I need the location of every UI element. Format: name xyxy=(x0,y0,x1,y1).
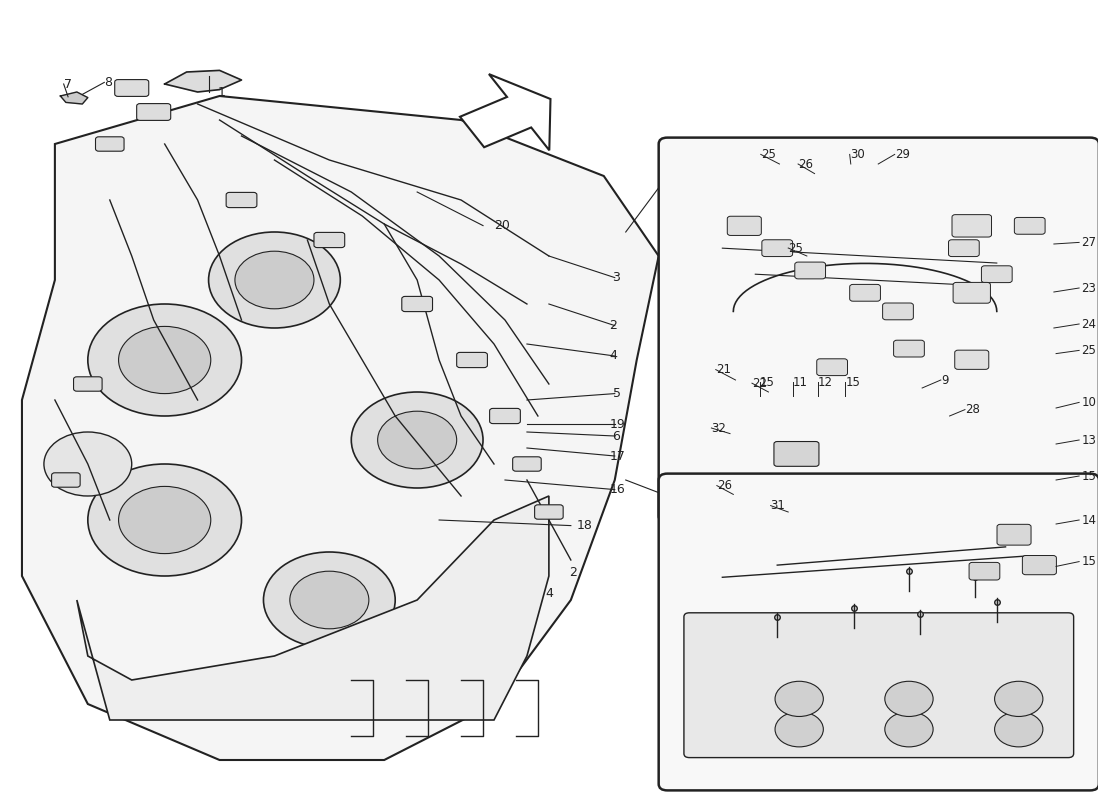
Text: 26: 26 xyxy=(799,158,813,170)
Text: 14: 14 xyxy=(1081,514,1097,526)
Text: 22: 22 xyxy=(752,377,767,390)
Circle shape xyxy=(119,486,211,554)
Text: 31: 31 xyxy=(771,499,785,512)
Text: 16: 16 xyxy=(609,483,625,496)
FancyBboxPatch shape xyxy=(314,232,344,248)
FancyBboxPatch shape xyxy=(513,457,541,471)
Text: 10: 10 xyxy=(1081,396,1097,409)
FancyBboxPatch shape xyxy=(969,562,1000,580)
FancyBboxPatch shape xyxy=(762,240,793,257)
FancyBboxPatch shape xyxy=(952,214,991,237)
FancyBboxPatch shape xyxy=(96,137,124,151)
Text: 5: 5 xyxy=(613,387,620,400)
Text: 25: 25 xyxy=(761,148,776,161)
FancyBboxPatch shape xyxy=(955,350,989,370)
Text: 24: 24 xyxy=(1081,318,1097,330)
Text: 21: 21 xyxy=(716,363,730,376)
Text: 25: 25 xyxy=(1081,344,1097,357)
FancyBboxPatch shape xyxy=(490,408,520,424)
Polygon shape xyxy=(994,148,1062,198)
Circle shape xyxy=(994,712,1043,747)
Circle shape xyxy=(776,682,823,717)
FancyBboxPatch shape xyxy=(948,240,979,257)
Circle shape xyxy=(119,326,211,394)
Text: 26: 26 xyxy=(717,479,732,492)
FancyBboxPatch shape xyxy=(1022,555,1056,574)
Text: 29: 29 xyxy=(894,148,910,161)
FancyBboxPatch shape xyxy=(114,79,148,96)
Circle shape xyxy=(88,464,242,576)
FancyBboxPatch shape xyxy=(74,377,102,391)
Circle shape xyxy=(88,304,242,416)
Polygon shape xyxy=(22,96,659,760)
Text: 3: 3 xyxy=(613,271,620,284)
Circle shape xyxy=(289,571,368,629)
FancyBboxPatch shape xyxy=(882,303,913,320)
Polygon shape xyxy=(460,74,550,150)
Text: 15: 15 xyxy=(1081,555,1097,568)
FancyBboxPatch shape xyxy=(981,266,1012,282)
Text: 4: 4 xyxy=(546,587,553,600)
Text: 15: 15 xyxy=(845,376,860,389)
Circle shape xyxy=(351,392,483,488)
FancyBboxPatch shape xyxy=(227,192,257,207)
Text: 20: 20 xyxy=(494,219,510,232)
Circle shape xyxy=(209,232,340,328)
FancyBboxPatch shape xyxy=(659,474,1099,790)
Text: 13: 13 xyxy=(1081,434,1097,446)
Text: 15: 15 xyxy=(760,376,774,389)
FancyBboxPatch shape xyxy=(136,103,170,120)
FancyBboxPatch shape xyxy=(1014,218,1045,234)
Text: 30: 30 xyxy=(849,148,865,161)
Text: 12: 12 xyxy=(818,376,833,389)
FancyBboxPatch shape xyxy=(795,262,825,279)
Circle shape xyxy=(264,552,395,648)
Text: 9: 9 xyxy=(940,374,948,386)
Text: 28: 28 xyxy=(965,403,980,416)
Circle shape xyxy=(377,411,456,469)
Circle shape xyxy=(44,432,132,496)
Polygon shape xyxy=(60,92,88,104)
Circle shape xyxy=(994,682,1043,717)
FancyBboxPatch shape xyxy=(817,358,847,375)
FancyBboxPatch shape xyxy=(659,138,1099,522)
Text: 6: 6 xyxy=(613,430,620,442)
Circle shape xyxy=(884,712,933,747)
Circle shape xyxy=(884,682,933,717)
Polygon shape xyxy=(77,496,549,720)
Text: 2: 2 xyxy=(609,319,617,332)
Text: 17: 17 xyxy=(609,450,625,462)
FancyBboxPatch shape xyxy=(52,473,80,487)
Text: 11: 11 xyxy=(793,376,807,389)
Text: 2: 2 xyxy=(569,566,576,578)
Text: 18: 18 xyxy=(576,519,592,532)
Polygon shape xyxy=(165,70,242,92)
Text: 27: 27 xyxy=(1081,236,1097,249)
FancyBboxPatch shape xyxy=(997,524,1031,545)
FancyBboxPatch shape xyxy=(893,340,924,357)
Text: 25: 25 xyxy=(789,242,803,254)
FancyBboxPatch shape xyxy=(535,505,563,519)
Text: 23: 23 xyxy=(1081,282,1097,294)
FancyBboxPatch shape xyxy=(849,284,880,301)
FancyBboxPatch shape xyxy=(774,442,818,466)
Text: 4: 4 xyxy=(609,350,617,362)
FancyBboxPatch shape xyxy=(402,296,432,311)
FancyBboxPatch shape xyxy=(727,216,761,235)
FancyBboxPatch shape xyxy=(456,352,487,367)
Text: 15: 15 xyxy=(1081,470,1097,482)
Text: 8: 8 xyxy=(104,76,112,89)
FancyBboxPatch shape xyxy=(953,282,990,303)
Text: 32: 32 xyxy=(712,422,726,434)
Polygon shape xyxy=(778,607,840,660)
Text: 19: 19 xyxy=(609,418,625,430)
Circle shape xyxy=(776,712,823,747)
Text: 1: 1 xyxy=(218,86,226,98)
Text: 7: 7 xyxy=(64,78,72,90)
Circle shape xyxy=(235,251,314,309)
FancyBboxPatch shape xyxy=(684,613,1074,758)
